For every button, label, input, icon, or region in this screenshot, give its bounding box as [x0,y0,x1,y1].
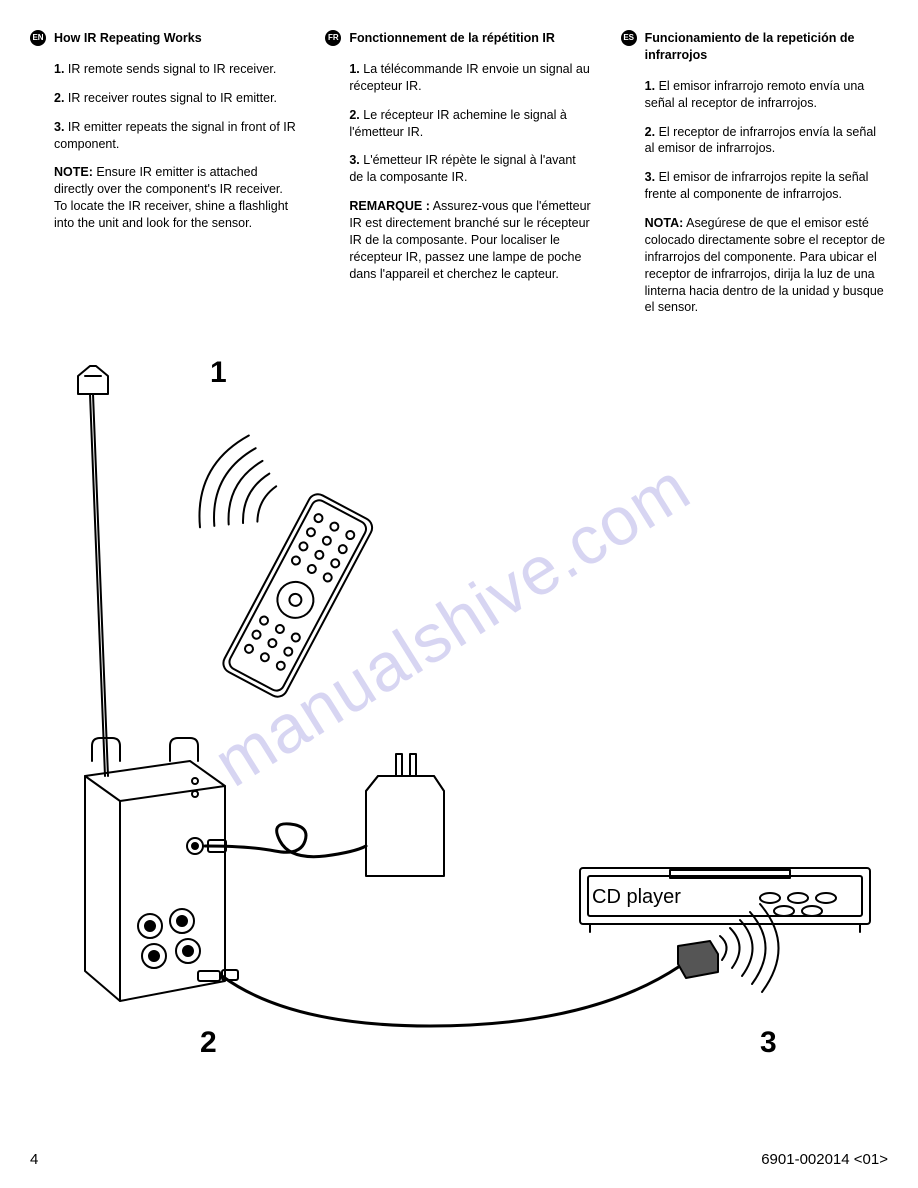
column-en: EN How IR Repeating Works 1. IR remote s… [30,30,297,316]
ir-emitter-icon [678,941,718,978]
diagram-label-2: 2 [200,1026,217,1060]
emitter-cable-icon [222,966,680,1026]
heading-row-es: ES Funcionamiento de la repetición de in… [621,30,888,64]
step1-en: 1. IR remote sends signal to IR receiver… [30,61,297,78]
heading-row-fr: FR Fonctionnement de la répétition IR [325,30,592,47]
step3-en: 3. IR emitter repeats the signal in fron… [30,119,297,153]
document-id: 6901-002014 <01> [761,1151,888,1168]
power-adapter-icon [366,754,444,876]
heading-es: Funcionamiento de la repetición de infra… [645,30,888,64]
column-fr: FR Fonctionnement de la répétition IR 1.… [325,30,592,316]
column-es: ES Funcionamiento de la repetición de in… [621,30,888,316]
diagram-area: manualshive.com [30,346,888,1066]
step3-es: 3. El emisor de infrarrojos repite la se… [621,169,888,203]
heading-row-en: EN How IR Repeating Works [30,30,297,47]
note-es: NOTA: Asegúrese de que el emisor esté co… [621,215,888,316]
diagram-label-1: 1 [210,356,227,390]
step2-fr: 2. Le récepteur IR achemine le signal à … [325,107,592,141]
text-columns: EN How IR Repeating Works 1. IR remote s… [30,30,888,316]
diagram-svg [30,346,890,1066]
emitter-signal-waves-icon [720,904,779,992]
ir-receiver-body-icon [85,738,225,1001]
power-cable-icon [205,824,366,857]
step2-en: 2. IR receiver routes signal to IR emitt… [30,90,297,107]
ir-signal-waves-icon [185,428,291,550]
lang-badge-fr: FR [325,30,341,46]
step1-es: 1. El emisor infrarrojo remoto envía una… [621,78,888,112]
cd-player-label: CD player [592,886,681,909]
note-fr: REMARQUE : Assurez-vous que l'émetteur I… [325,198,592,282]
page-number: 4 [30,1151,38,1168]
step2-es: 2. El receptor de infrarrojos envía la s… [621,124,888,158]
heading-fr: Fonctionnement de la répétition IR [349,30,555,47]
note-en: NOTE: Ensure IR emitter is attached dire… [30,164,297,232]
step1-fr: 1. La télécommande IR envoie un signal a… [325,61,592,95]
ir-receiver-icon [78,366,108,776]
diagram-label-3: 3 [760,1026,777,1060]
heading-en: How IR Repeating Works [54,30,202,47]
footer: 4 6901-002014 <01> [30,1151,888,1168]
lang-badge-en: EN [30,30,46,46]
lang-badge-es: ES [621,30,637,46]
step3-fr: 3. L'émetteur IR répète le signal à l'av… [325,152,592,186]
